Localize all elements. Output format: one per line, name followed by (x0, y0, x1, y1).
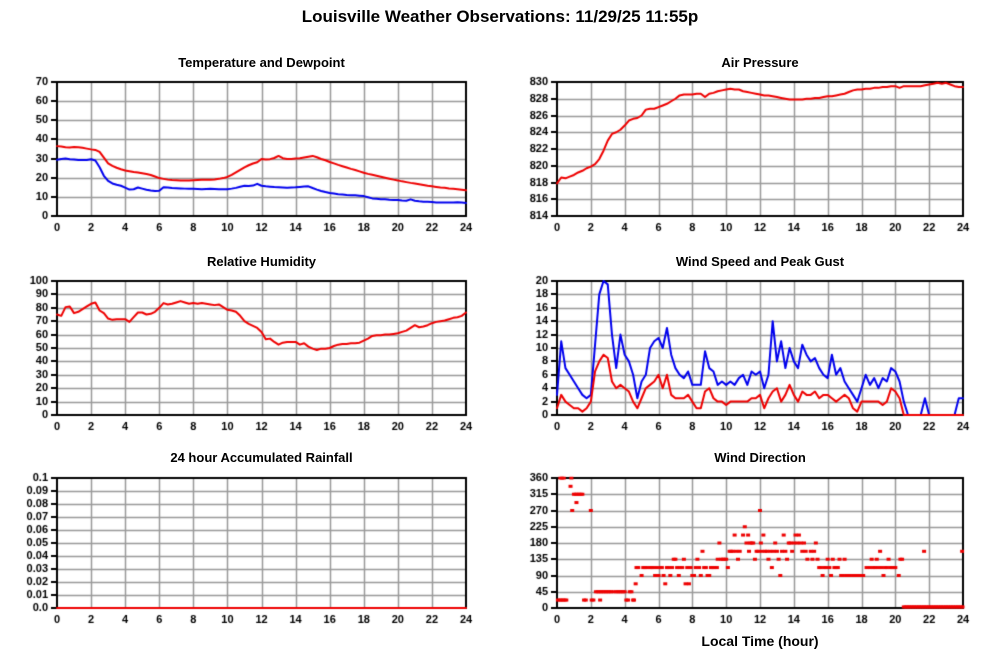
chart-title-humidity: Relative Humidity (206, 254, 317, 269)
main-title: Louisville Weather Observations: 11/29/2… (301, 7, 699, 26)
chart-title-temperature: Temperature and Dewpoint (178, 55, 345, 70)
chart-title-wind-direction: Wind Direction (714, 450, 806, 465)
air-pressure-plot-canvas (510, 76, 971, 236)
wind-speed-gust-plot-canvas (510, 275, 971, 435)
relative-humidity-plot-canvas (10, 275, 474, 435)
chart-title-wind-speed: Wind Speed and Peak Gust (675, 254, 845, 269)
temperature-dewpoint-plot-canvas (10, 76, 474, 236)
chart-title-rainfall: 24 hour Accumulated Rainfall (170, 450, 353, 465)
rainfall-plot-canvas (10, 472, 474, 628)
chart-title-pressure: Air Pressure (721, 55, 799, 70)
wind-direction-plot-canvas (510, 472, 971, 628)
xlabel-local-time: Local Time (hour) (701, 633, 819, 649)
